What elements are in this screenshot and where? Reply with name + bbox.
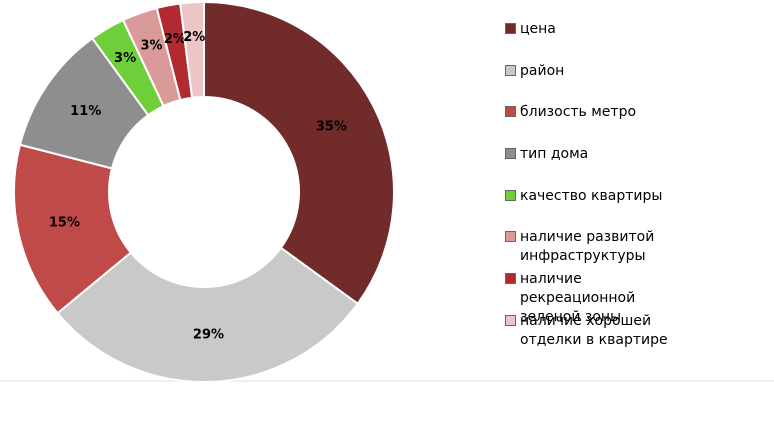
legend: цена район близость метро тип дома качество … xyxy=(505,18,670,352)
legend-label: район xyxy=(520,62,565,79)
legend-label: близость метро xyxy=(520,104,637,121)
data-label: 3% xyxy=(140,39,162,54)
legend-swatch xyxy=(505,231,516,243)
legend-label: наличие хорошей отделки в квартире xyxy=(520,312,668,348)
legend-label: наличие развитой инфраструктуры xyxy=(520,229,655,265)
data-label: 15% xyxy=(49,216,80,231)
legend-swatch xyxy=(505,23,516,34)
data-label: 11% xyxy=(70,104,101,119)
legend-label: наличие рекреационной зеленой зоны xyxy=(520,271,636,326)
data-label: 2% xyxy=(164,32,186,47)
donut-slice xyxy=(179,0,205,99)
donut-slice xyxy=(203,0,395,306)
legend-item: цена xyxy=(505,18,670,60)
legend-item: тип дома xyxy=(505,143,670,185)
data-label: 3% xyxy=(114,51,136,66)
legend-item: близость метро xyxy=(505,101,670,143)
legend-item: наличие рекреационной зеленой зоны xyxy=(505,268,670,325)
data-label: 35% xyxy=(316,120,347,135)
legend-item: наличие хорошей отделки в квартире xyxy=(505,310,670,352)
legend-swatch xyxy=(505,273,516,285)
donut-slice xyxy=(56,246,360,383)
legend-swatch xyxy=(505,148,516,160)
legend-label: тип дома xyxy=(520,146,589,163)
legend-item: качество квартиры xyxy=(505,185,670,227)
legend-swatch xyxy=(505,314,516,326)
legend-swatch xyxy=(505,64,516,76)
legend-item: район xyxy=(505,60,670,102)
legend-swatch xyxy=(505,106,516,118)
legend-label: цена xyxy=(520,21,556,37)
legend-swatch xyxy=(505,189,516,201)
legend-label: качество квартиры xyxy=(520,187,663,204)
legend-item: наличие развитой инфраструктуры xyxy=(505,226,670,268)
data-label: 2% xyxy=(183,30,205,45)
data-label: 29% xyxy=(193,327,224,342)
